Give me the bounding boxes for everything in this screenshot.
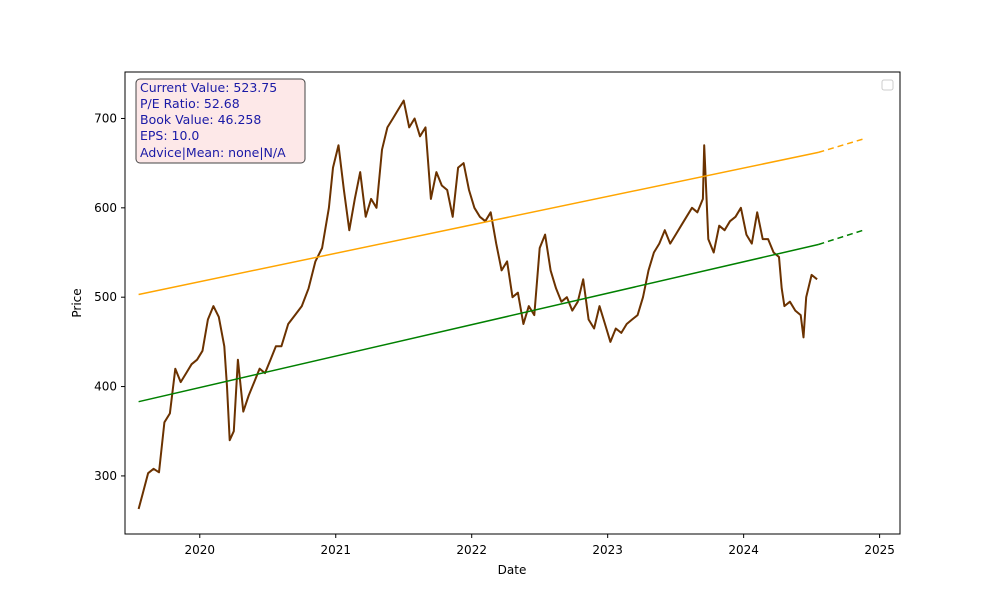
legend-box xyxy=(881,79,894,91)
y-tick-label: 700 xyxy=(94,111,117,125)
x-axis-label: Date xyxy=(498,563,527,577)
series-layer xyxy=(137,99,864,510)
y-axis: 300 400 500 600 700 xyxy=(94,111,125,483)
info-eps: EPS: 10.0 xyxy=(140,128,199,143)
x-tick-label: 2023 xyxy=(592,543,623,557)
info-current-value: Current Value: 523.75 xyxy=(140,80,277,95)
series-line-upper-trend xyxy=(138,151,819,296)
info-pe-ratio: P/E Ratio: 52.68 xyxy=(140,96,240,111)
info-box-background xyxy=(135,78,306,164)
y-axis-label: Price xyxy=(70,288,84,317)
x-tick-label: 2021 xyxy=(320,543,351,557)
info-book-value: Book Value: 46.258 xyxy=(140,112,261,127)
x-axis: 2020 2021 2022 2023 2024 2025 xyxy=(185,534,895,557)
x-tick-label: 2022 xyxy=(456,543,487,557)
series-line-price xyxy=(137,99,818,510)
plot-area-frame xyxy=(124,71,901,535)
legend xyxy=(881,79,894,91)
y-tick-label: 500 xyxy=(94,290,117,304)
y-tick-label: 300 xyxy=(94,469,117,483)
y-tick-label: 400 xyxy=(94,380,117,394)
x-tick-label: 2024 xyxy=(728,543,759,557)
y-tick-label: 600 xyxy=(94,201,117,215)
x-tick-label: 2025 xyxy=(864,543,895,557)
x-tick-label: 2020 xyxy=(185,543,216,557)
series-line-upper-trend-projection xyxy=(818,138,864,154)
series-line-lower-trend xyxy=(138,243,819,403)
series-line-lower-trend-projection xyxy=(818,229,864,246)
info-advice-mean: Advice|Mean: none|N/A xyxy=(140,145,286,160)
info-box: Current Value: 523.75 P/E Ratio: 52.68 B… xyxy=(135,78,306,164)
